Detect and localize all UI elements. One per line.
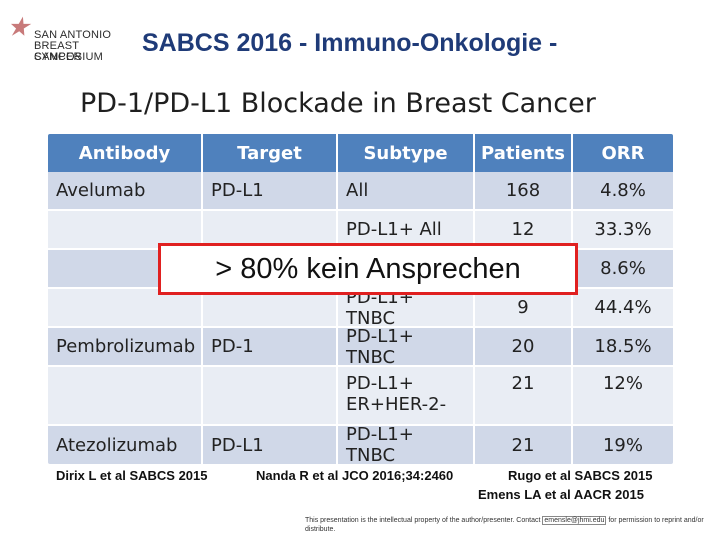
cell-target — [203, 289, 338, 328]
cell-target — [203, 367, 338, 426]
cell-target: PD-L1 — [203, 172, 338, 211]
cell-target: PD-1 — [203, 328, 338, 367]
slide-title: PD-1/PD-L1 Blockade in Breast Cancer — [80, 88, 596, 119]
cell-orr: 18.5% — [573, 328, 673, 367]
header-patients: Patients — [475, 134, 573, 172]
logo-line-2: BREAST CANCER — [34, 40, 82, 63]
header-target: Target — [203, 134, 338, 172]
cell-patients: 20 — [475, 328, 573, 367]
reference-dirix: Dirix L et al SABCS 2015 — [56, 468, 208, 483]
cell-orr: 19% — [573, 426, 673, 464]
table-row: Avelumab PD-L1 All 168 4.8% — [48, 172, 673, 211]
cell-orr: 44.4% — [573, 289, 673, 328]
cell-antibody: Pembrolizumab — [48, 328, 203, 367]
header-antibody: Antibody — [48, 134, 203, 172]
table-row: Atezolizumab PD-L1 PD-L1+ TNBC 21 19% — [48, 424, 673, 464]
header-title: SABCS 2016 - Immuno-Onkologie - — [142, 29, 558, 57]
cell-patients: 9 — [475, 289, 573, 328]
cell-subtype: All — [338, 172, 475, 211]
pink-ribbon-icon: ⭑ — [6, 0, 29, 49]
cell-patients: 168 — [475, 172, 573, 211]
header-orr: ORR — [573, 134, 673, 172]
logo-line-1: SAN ANTONIO — [34, 29, 112, 41]
cell-orr: 12% — [573, 367, 673, 426]
contact-email-link[interactable]: emensle@jhmi.edu — [542, 516, 607, 525]
disclaimer-text-after: for permission to reprint and/or distrib… — [305, 517, 704, 533]
sabcs-logo: ⭑ SAN ANTONIO BREAST CANCER SYMPOSIUM — [0, 0, 128, 64]
slide-header: ⭑ SAN ANTONIO BREAST CANCER SYMPOSIUM SA… — [0, 0, 720, 68]
logo-line-3: SYMPOSIUM — [34, 51, 104, 63]
cell-orr: 4.8% — [573, 172, 673, 211]
disclaimer: This presentation is the intellectual pr… — [305, 516, 715, 534]
cell-antibody — [48, 289, 203, 328]
cell-subtype: PD-L1+ TNBC — [338, 326, 475, 368]
reference-nanda: Nanda R et al JCO 2016;34:2460 — [256, 468, 454, 483]
cell-antibody — [48, 367, 203, 426]
cell-target: PD-L1 — [203, 426, 338, 464]
cell-antibody: Avelumab — [48, 172, 203, 211]
cell-subtype: PD-L1+ ER+HER-2- — [338, 367, 475, 426]
table-row: Pembrolizumab PD-1 PD-L1+ TNBC 20 18.5% — [48, 326, 673, 368]
cell-orr: 8.6% — [573, 250, 673, 289]
reference-emens: Emens LA et al AACR 2015 — [478, 487, 644, 502]
cell-subtype: PD-L1+ TNBC — [338, 424, 475, 464]
header-subtype: Subtype — [338, 134, 475, 172]
cell-antibody: Atezolizumab — [48, 426, 203, 464]
cell-patients: 21 — [475, 426, 573, 464]
reference-rugo: Rugo et al SABCS 2015 — [508, 468, 653, 483]
table-row: PD-L1+ TNBC 9 44.4% — [48, 287, 673, 329]
table-row: PD-L1+ ER+HER-2- 21 12% — [48, 367, 673, 426]
cell-orr: 33.3% — [573, 211, 673, 250]
callout-box: > 80% kein Ansprechen — [158, 243, 578, 295]
cell-patients: 21 — [475, 367, 573, 426]
disclaimer-text-before: This presentation is the intellectual pr… — [305, 517, 541, 524]
results-table: Antibody Target Subtype Patients ORR Ave… — [48, 134, 673, 464]
